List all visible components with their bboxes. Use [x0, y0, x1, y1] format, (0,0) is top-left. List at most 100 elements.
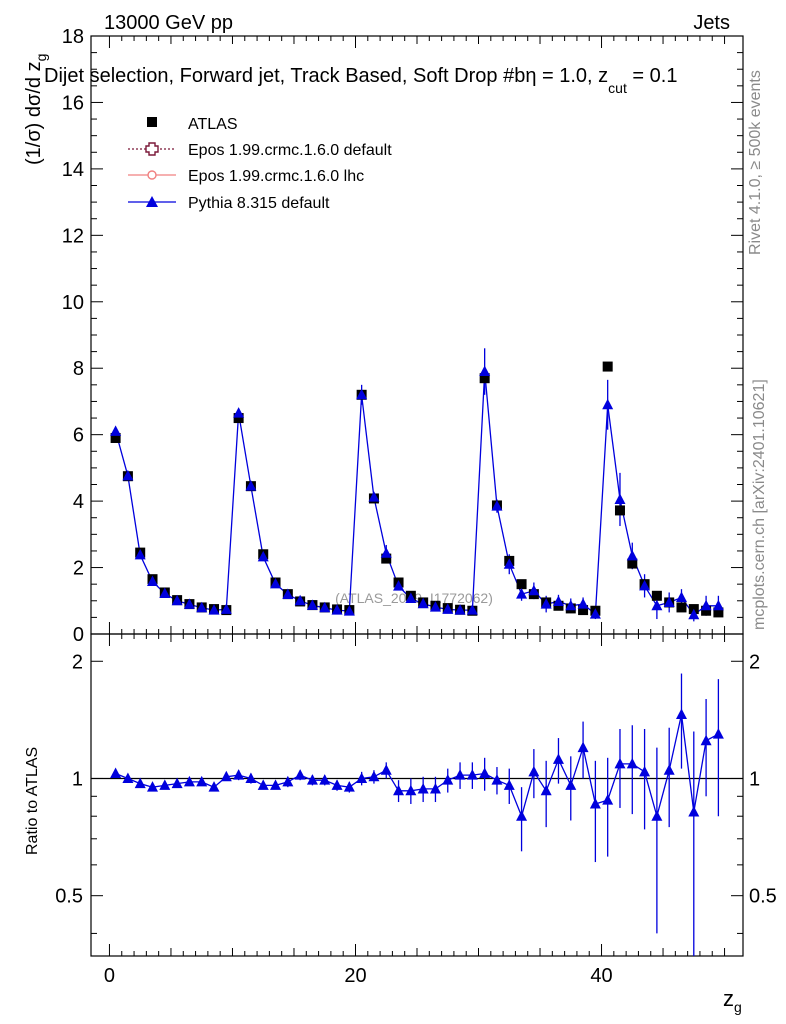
atlas-point: [701, 605, 712, 616]
ratio-point: [159, 779, 171, 790]
main-ytick-label: 14: [62, 159, 84, 181]
pythia-point: [380, 547, 392, 558]
main-ytick-label: 4: [73, 491, 84, 513]
main-plot-area: [110, 348, 724, 622]
xlabel-sub: g: [734, 999, 742, 1015]
ratio-point: [602, 794, 614, 805]
main-ytick-label: 18: [62, 26, 84, 48]
ratio-point: [528, 765, 540, 777]
pythia-point: [639, 579, 651, 591]
legend-pythia-label: Pythia 8.315 default: [188, 195, 330, 212]
pythia-point: [466, 604, 478, 615]
ratio-point: [368, 770, 380, 782]
pythia-point: [294, 594, 306, 606]
pythia-point: [417, 597, 429, 609]
legend-epos-default-label: Epos 1.99.crmc.1.6.0 default: [188, 142, 392, 159]
ratio-point: [565, 779, 577, 790]
ratio-point: [183, 775, 195, 787]
ratio-panel: 0 20 40 0.5 0.5 1 1 2 2: [55, 633, 777, 987]
ratio-point: [516, 810, 528, 821]
pythia-point: [306, 599, 318, 610]
legend-pythia-marker: [146, 196, 158, 207]
atlas-point: [627, 558, 638, 569]
pythia-point: [171, 594, 183, 606]
main-panel: 0 2 4 6 8 10 12 14 16 18: [62, 26, 744, 646]
ratio-point: [626, 757, 638, 769]
ratio-point: [503, 779, 515, 790]
atlas-point: [676, 602, 687, 613]
ratio-xtick-label: 0: [104, 965, 115, 987]
pythia-point: [479, 365, 491, 377]
ratio-point: [552, 753, 564, 764]
ratio-point: [491, 774, 503, 785]
ratio-point: [147, 781, 159, 792]
ratio-point: [417, 782, 429, 794]
main-ytick-label: 8: [73, 358, 84, 380]
ratio-point: [393, 784, 405, 796]
ratio-point: [663, 764, 675, 775]
pythia-point: [528, 584, 540, 596]
xlabel: zg: [723, 986, 742, 1015]
ratio-point: [220, 770, 232, 782]
ratio-point: [466, 769, 478, 780]
ratio-point: [257, 779, 269, 790]
pythia-point: [503, 558, 515, 569]
ratio-point: [589, 797, 601, 809]
ratio-point: [675, 708, 687, 719]
main-ytick-label: 0: [73, 624, 84, 646]
atlas-point: [713, 607, 724, 618]
pythia-point: [343, 605, 355, 616]
pythia-point: [565, 599, 577, 611]
pythia-point: [356, 388, 368, 400]
ratio-point: [110, 767, 122, 778]
ratio-point: [688, 806, 700, 817]
ratio-point: [331, 779, 343, 790]
pythia-point: [454, 604, 466, 615]
ratio-xtick-label: 20: [344, 965, 366, 987]
plot-title-sub: cut: [608, 80, 627, 96]
pythia-point: [110, 425, 122, 436]
pythia-point: [159, 587, 171, 598]
ratio-point: [171, 777, 183, 789]
pythia-point: [331, 604, 343, 615]
main-ytick-label: 16: [62, 92, 84, 114]
pythia-point: [368, 491, 380, 502]
pythia-point: [614, 493, 626, 504]
pythia-point: [134, 548, 146, 560]
atlas-point: [233, 413, 244, 424]
main-ytick-label: 2: [73, 558, 84, 580]
ratio-point: [712, 728, 724, 739]
ratio-point: [343, 781, 355, 792]
ratio-point: [319, 774, 331, 785]
atlas-point: [516, 579, 527, 590]
pythia-point: [233, 407, 245, 418]
ratio-point: [540, 784, 552, 796]
ratio-ytick-label-right: 0.5: [749, 886, 777, 908]
category-label: Jets: [693, 12, 730, 34]
plot-title-tail: = 0.1: [627, 65, 678, 87]
pythia-point: [220, 603, 232, 614]
pythia-point: [429, 601, 441, 612]
atlas-point: [614, 505, 625, 516]
xlabel-text: z: [723, 986, 734, 1011]
pythia-point: [602, 398, 614, 410]
atlas-point: [381, 553, 392, 564]
main-ytick-label: 10: [62, 292, 84, 314]
atlas-point: [479, 373, 490, 384]
ratio-point: [405, 784, 417, 796]
pythia-point: [319, 601, 331, 613]
ratio-ytick-label: 2: [72, 651, 83, 673]
main-ytick-label: 6: [73, 425, 84, 447]
ratio-point: [442, 774, 454, 785]
ratio-point: [233, 769, 245, 780]
pythia-point: [540, 598, 552, 609]
ratio-point: [122, 772, 134, 783]
ratio-point: [577, 741, 589, 753]
pythia-point: [491, 500, 503, 511]
ratio-point: [380, 764, 392, 775]
ratio-point: [294, 769, 306, 780]
pythia-point: [147, 575, 159, 587]
legend: ATLAS Epos 1.99.crmc.1.6.0 default Epos …: [128, 116, 392, 212]
pythia-point: [245, 480, 257, 491]
